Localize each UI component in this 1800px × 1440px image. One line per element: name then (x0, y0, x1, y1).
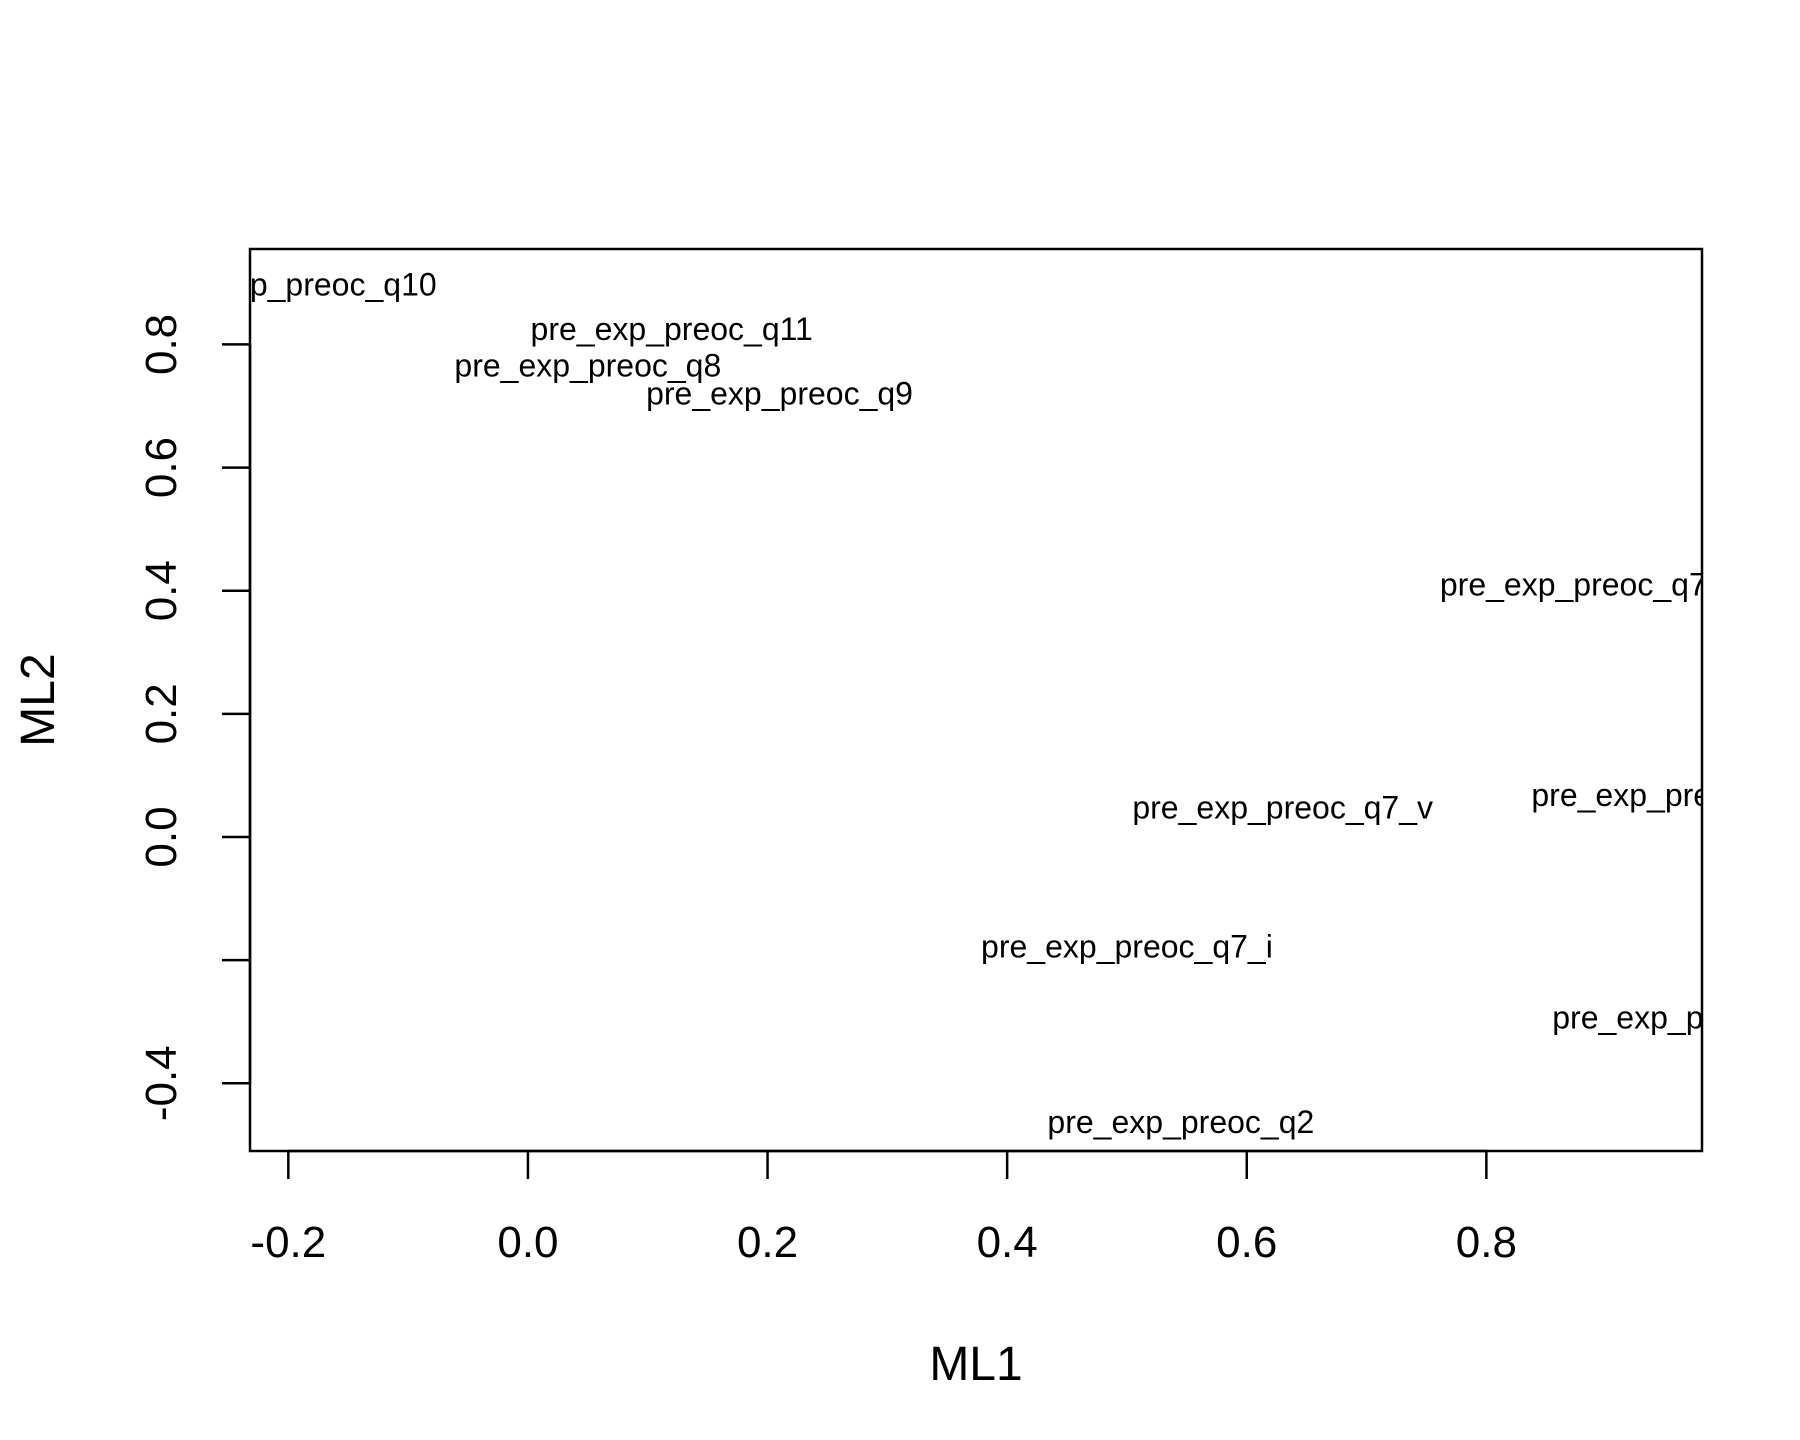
x-axis-title: ML1 (929, 1338, 1022, 1391)
y-tick-label: -0.4 (137, 1045, 186, 1121)
point-label: pre_exp_preo (1531, 777, 1728, 813)
point-label: pre_exp_preoc_q7_i (981, 929, 1273, 965)
point-label: pre_exp_preoc_q2 (1047, 1104, 1314, 1140)
point-label: pre_exp_preoc_q8 (454, 347, 721, 383)
x-tick-label: 0.4 (977, 1218, 1038, 1267)
point-label: pre_exp_preoc_q7_ (1440, 567, 1726, 603)
y-tick-label: 0.6 (137, 437, 186, 498)
y-axis: -0.4 0.0 0.2 0.4 0.6 0.8 (137, 314, 252, 1121)
point-label: pre_exp_preoc_q10 (152, 267, 437, 303)
point-label: pre_exp_preoc_q7_v (1132, 789, 1433, 825)
point-label: pre_exp_preoc_q9 (646, 376, 913, 412)
x-axis: -0.2 0.0 0.2 0.4 0.6 0.8 (250, 1149, 1517, 1267)
x-tick-label: 0.8 (1456, 1218, 1517, 1267)
x-tick-label: -0.2 (250, 1218, 326, 1267)
x-tick-label: 0.6 (1216, 1218, 1277, 1267)
plot-frame (248, 247, 1704, 1153)
x-tick-label: 0.2 (737, 1218, 798, 1267)
point-label: pre_exp_pre (1552, 999, 1732, 1035)
x-tick-label: 0.0 (497, 1218, 558, 1267)
point-label: pre_exp_preoc_q11 (531, 311, 813, 347)
point-labels: pre_exp_preoc_q10pre_exp_preoc_q11pre_ex… (152, 267, 1732, 1140)
y-axis-title: ML2 (12, 653, 65, 746)
y-tick-label: 0.4 (137, 560, 186, 621)
y-tick-label: 0.8 (137, 314, 186, 375)
y-tick-label: 0.2 (137, 683, 186, 744)
y-tick-label: 0.0 (137, 806, 186, 867)
